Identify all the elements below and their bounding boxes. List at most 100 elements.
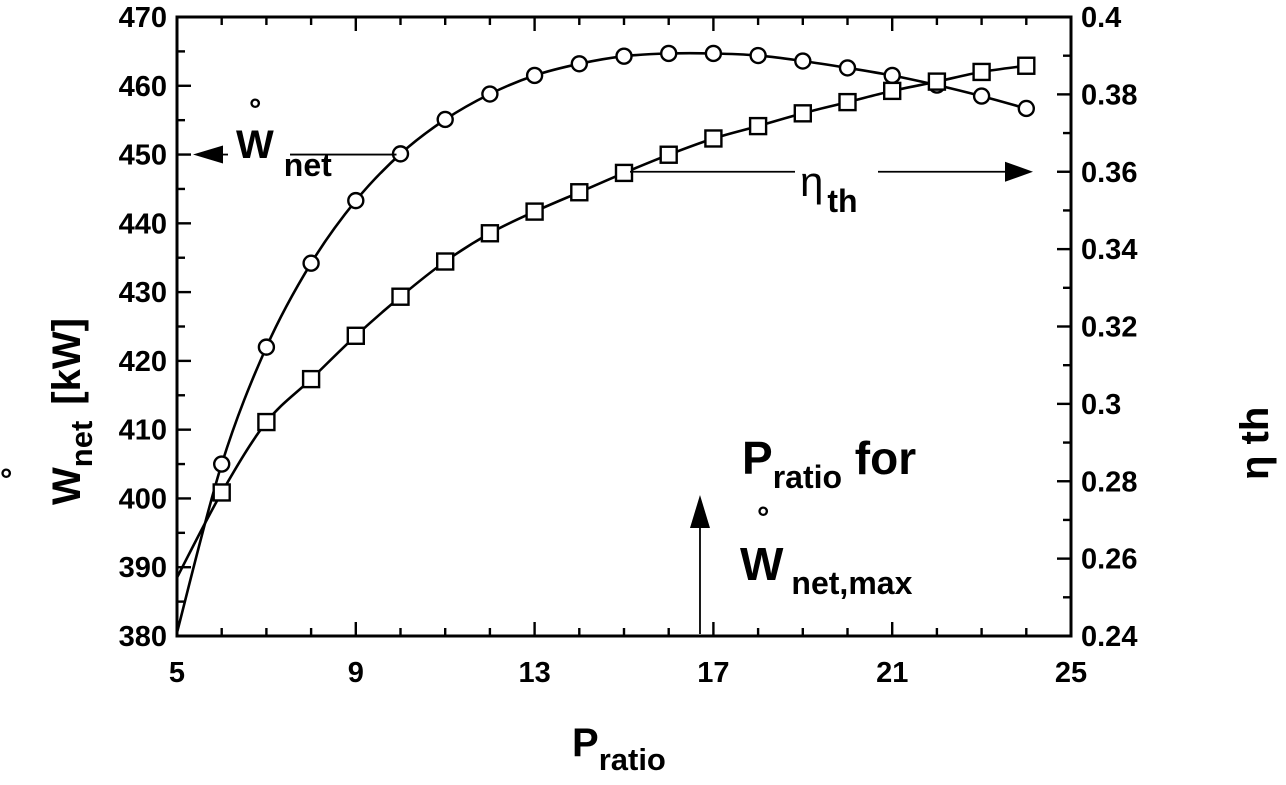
x-axis-title-sub: ratio (599, 742, 666, 777)
left-y-tick-label: 450 (119, 140, 167, 172)
x-axis-title: Pratio (572, 721, 666, 777)
data-point-circle (660, 44, 678, 63)
left-y-tick-label: 400 (119, 483, 167, 515)
axis-ticks (175, 15, 1073, 638)
series-line-circle (175, 51, 1027, 633)
max-annotation-for: for (842, 432, 916, 484)
data-point-circle (525, 66, 544, 85)
data-point-square (927, 72, 947, 91)
data-point-circle (615, 47, 633, 65)
right-y-tick-label: 0.3 (1081, 389, 1121, 421)
tick-labels: 5 9 13 17 21 25 380 390 400 410 420 430 440 450 460 470… (119, 2, 1138, 689)
data-point-square (704, 129, 723, 148)
svg-text:Wnet[kW]: Wnet [kW] (45, 318, 99, 505)
series-lines (175, 51, 1027, 633)
data-point-square (793, 104, 812, 123)
data-point-circle (704, 44, 723, 63)
data-point-circle (347, 191, 365, 210)
data-point-circle (794, 52, 812, 70)
x-tick-label: 13 (518, 657, 550, 689)
plot-frame (175, 15, 1073, 638)
right-y-tick-label: 0.24 (1081, 621, 1137, 653)
eta-annotation-label: η th (800, 158, 858, 219)
right-axis-title: η th (1233, 407, 1277, 480)
left-y-tick-label: 390 (119, 552, 167, 584)
x-tick-label: 9 (348, 657, 364, 689)
left-y-tick-label: 380 (119, 621, 167, 653)
data-point-circle (972, 87, 991, 105)
max-annotation-netmax: net,max (791, 565, 912, 601)
right-y-tick-label: 0.28 (1081, 466, 1137, 498)
data-point-circle (1017, 99, 1036, 118)
wnet-annotation-main: W (236, 123, 274, 167)
left-y-tick-label: 420 (119, 346, 167, 378)
right-y-tick-label: 0.36 (1081, 157, 1137, 189)
data-point-square (346, 326, 365, 345)
x-tick-label: 17 (697, 657, 729, 689)
x-tick-label: 25 (1055, 657, 1087, 689)
max-annotation-w: W (740, 538, 784, 590)
data-point-square (257, 412, 276, 432)
eta-annotation-sub: th (827, 183, 857, 219)
data-point-square (659, 145, 678, 164)
data-point-square (301, 369, 321, 389)
x-axis-title-main: P (572, 721, 599, 765)
data-point-square (570, 183, 589, 202)
eta-annotation: η th (630, 158, 1033, 219)
left-y-tick-label: 430 (119, 277, 167, 309)
left-y-tick-label: 460 (119, 71, 167, 103)
wnet-annotation-dot: ° (249, 92, 261, 127)
right-y-tick-label: 0.34 (1081, 234, 1137, 266)
data-point-square (480, 224, 500, 243)
left-axis-dot-glyph: ° (0, 462, 12, 497)
data-point-square (748, 116, 768, 136)
data-point-circle (257, 338, 276, 356)
data-point-square (883, 81, 902, 101)
right-y-tick-label: 0.32 (1081, 312, 1137, 344)
eta-arrow-head (1005, 161, 1033, 182)
data-point-square (212, 483, 231, 502)
data-point-square (525, 202, 544, 221)
data-point-circle (481, 85, 499, 103)
right-y-tick-label: 0.38 (1081, 79, 1137, 111)
right-y-tick-label: 0.26 (1081, 544, 1137, 576)
data-point-square (391, 287, 410, 306)
left-axis-title: Wnet [kW] (45, 318, 99, 505)
right-axis-title-text: η th (1233, 407, 1277, 480)
data-point-circle (570, 55, 588, 73)
series-line-square (175, 64, 1027, 579)
x-tick-label: 5 (169, 657, 185, 689)
wnet-arrow-head (193, 145, 223, 164)
max-annotation-ratio: ratio (773, 459, 842, 495)
eta-annotation-main: η (800, 158, 823, 205)
max-annotation-dot: ° (757, 500, 769, 535)
left-y-tick-label: 470 (119, 2, 167, 34)
left-y-tick-label: 410 (119, 415, 167, 447)
left-y-tick-label: 440 (119, 208, 167, 240)
data-point-square (436, 252, 455, 271)
data-point-circle (212, 455, 231, 473)
left-axis-title-sub: net (64, 421, 99, 468)
data-point-circle (302, 254, 320, 272)
wnet-annotation-sub: net (284, 147, 332, 183)
data-point-square (972, 62, 991, 82)
data-point-circle (436, 110, 454, 129)
data-point-square (1017, 56, 1036, 75)
max-arrow-head (689, 495, 710, 528)
data-point-circle (749, 46, 767, 65)
data-point-square (614, 163, 634, 183)
left-axis-title-unit: [kW] (45, 318, 89, 405)
series-markers (212, 44, 1036, 502)
max-annotation-p: P (742, 432, 773, 484)
left-axis-title-main: W (45, 467, 89, 505)
max-annotation-line1: Pratio for (742, 432, 916, 495)
x-tick-label: 21 (876, 657, 908, 689)
data-point-circle (838, 59, 857, 77)
right-y-tick-label: 0.4 (1081, 2, 1121, 34)
data-point-square (838, 92, 857, 112)
